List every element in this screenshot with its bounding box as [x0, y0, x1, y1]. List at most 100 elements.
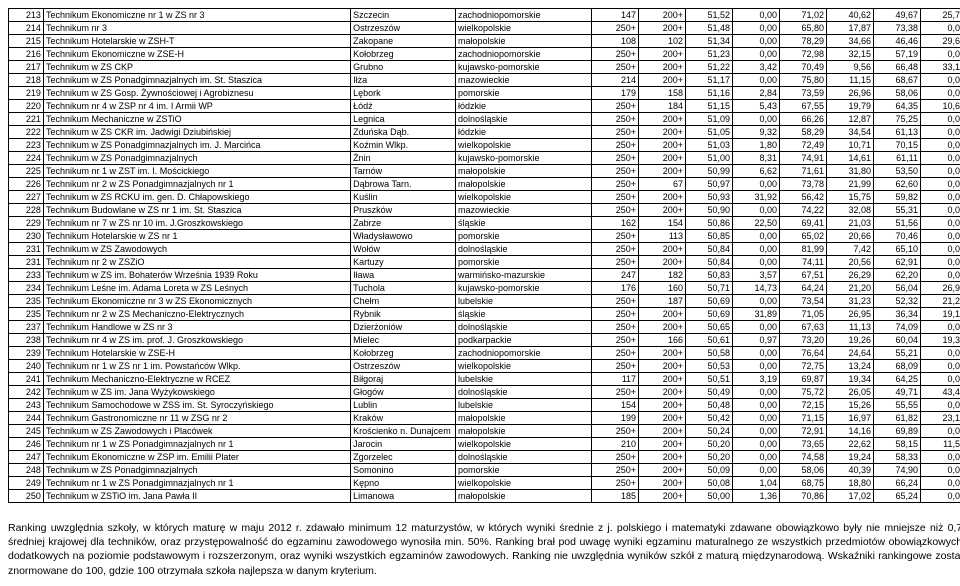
table-cell: łódzkie [455, 100, 591, 113]
table-cell: małopolskie [455, 178, 591, 191]
table-cell: 117 [592, 373, 639, 386]
table-cell: 61,82 [873, 412, 920, 425]
table-cell: 225 [9, 165, 44, 178]
table-cell: 162 [592, 217, 639, 230]
table-cell: 0,00 [920, 178, 960, 191]
table-row: 222Technikum w ZS CKR im. Jadwigi Dziubi… [9, 126, 960, 139]
table-cell: 214 [9, 22, 44, 35]
table-cell: 64,25 [873, 373, 920, 386]
table-cell: Ostrzeszów [351, 22, 456, 35]
table-cell: 228 [9, 204, 44, 217]
table-cell: 200+ [639, 490, 686, 503]
table-cell: kujawsko-pomorskie [455, 152, 591, 165]
table-cell: 61,13 [873, 126, 920, 139]
table-cell: 200+ [639, 386, 686, 399]
table-cell: 231 [9, 256, 44, 269]
table-cell: 200+ [639, 412, 686, 425]
table-cell: Technikum w ZS Ponadgimnazjalnych [43, 464, 350, 477]
table-cell: zachodniopomorskie [455, 347, 591, 360]
table-cell: Technikum Gastronomiczne nr 11 w ZSG nr … [43, 412, 350, 425]
table-cell: 200+ [639, 48, 686, 61]
table-cell: Technikum w ZS Gosp. Żywnościowej i Agro… [43, 87, 350, 100]
table-cell: 50,86 [686, 217, 733, 230]
table-row: 213Technikum Ekonomiczne nr 1 w ZS nr 3S… [9, 9, 960, 22]
table-cell: mazowieckie [455, 204, 591, 217]
table-cell: Technikum Hotelarskie w ZSE-H [43, 347, 350, 360]
table-cell: Żnin [351, 152, 456, 165]
table-cell: 34,54 [827, 126, 874, 139]
table-cell: Technikum nr 2 w ZS Ponadgimnazjalnych n… [43, 178, 350, 191]
table-cell: 0,00 [733, 9, 780, 22]
table-cell: mazowieckie [455, 74, 591, 87]
table-row: 229Technikum nr 7 w ZS nr 10 im. J.Grosz… [9, 217, 960, 230]
table-cell: 234 [9, 282, 44, 295]
table-cell: 250+ [592, 230, 639, 243]
table-cell: 200+ [639, 373, 686, 386]
table-cell: 224 [9, 152, 44, 165]
table-cell: 55,55 [873, 399, 920, 412]
table-cell: 22,62 [827, 438, 874, 451]
table-cell: 213 [9, 9, 44, 22]
table-row: 247Technikum Ekonomiczne w ZSP im. Emili… [9, 451, 960, 464]
table-cell: 158 [639, 87, 686, 100]
table-cell: 58,06 [780, 464, 827, 477]
table-row: 231Technikum nr 2 w ZSZiOKartuzypomorski… [9, 256, 960, 269]
table-cell: lubelskie [455, 295, 591, 308]
table-cell: 1,80 [733, 139, 780, 152]
table-cell: Łódź [351, 100, 456, 113]
table-row: 238Technikum nr 4 w ZS im. prof. J. Gros… [9, 334, 960, 347]
table-cell: 230 [9, 230, 44, 243]
table-cell: 0,00 [733, 412, 780, 425]
table-cell: 50,51 [686, 373, 733, 386]
table-cell: Technikum nr 1 w ZS nr 1 im. Powstańców … [43, 360, 350, 373]
table-cell: 0,00 [733, 451, 780, 464]
table-cell: małopolskie [455, 490, 591, 503]
table-cell: warmińsko-mazurskie [455, 269, 591, 282]
table-cell: 73,65 [780, 438, 827, 451]
table-cell: 72,91 [780, 425, 827, 438]
table-cell: 16,97 [827, 412, 874, 425]
table-cell: 0,00 [920, 360, 960, 373]
table-row: 249Technikum nr 1 w ZS Ponadgimnazjalnyc… [9, 477, 960, 490]
table-cell: Grubno [351, 61, 456, 74]
table-row: 214Technikum nr 3Ostrzeszówwielkopolskie… [9, 22, 960, 35]
table-cell: 250+ [592, 152, 639, 165]
table-cell: 33,19 [920, 61, 960, 74]
table-cell: Koźmin Wlkp. [351, 139, 456, 152]
table-cell: 71,61 [780, 165, 827, 178]
table-cell: 2,84 [733, 87, 780, 100]
table-cell: 0,00 [920, 490, 960, 503]
table-cell: 0,00 [920, 269, 960, 282]
table-cell: Technikum Mechaniczne w ZSTiO [43, 113, 350, 126]
table-cell: 247 [592, 269, 639, 282]
table-cell: Technikum w ZS Zawodowych i Placówek [43, 425, 350, 438]
table-cell: 56,04 [873, 282, 920, 295]
table-cell: wielkopolskie [455, 477, 591, 490]
table-cell: małopolskie [455, 412, 591, 425]
table-cell: 46,46 [873, 35, 920, 48]
table-cell: 51,03 [686, 139, 733, 152]
table-cell: 23,16 [920, 412, 960, 425]
table-cell: 0,00 [733, 243, 780, 256]
table-cell: 71,15 [780, 412, 827, 425]
table-cell: 40,39 [827, 464, 874, 477]
table-cell: Technikum Budowlane w ZS nr 1 im. St. St… [43, 204, 350, 217]
table-cell: 11,15 [827, 74, 874, 87]
table-row: 248Technikum w ZS PonadgimnazjalnychSomo… [9, 464, 960, 477]
table-cell: 3,57 [733, 269, 780, 282]
table-cell: Technikum Ekonomiczne nr 1 w ZS nr 3 [43, 9, 350, 22]
table-cell: 10,69 [920, 100, 960, 113]
table-cell: 53,50 [873, 165, 920, 178]
table-cell: 17,87 [827, 22, 874, 35]
table-cell: 0,00 [733, 386, 780, 399]
table-cell: 0,00 [920, 399, 960, 412]
table-cell: 73,78 [780, 178, 827, 191]
table-cell: 73,38 [873, 22, 920, 35]
table-cell: 250+ [592, 243, 639, 256]
table-cell: 250+ [592, 321, 639, 334]
table-cell: Technikum Hotelarskie w ZSH-T [43, 35, 350, 48]
table-cell: 19,24 [827, 451, 874, 464]
table-cell: 51,16 [686, 87, 733, 100]
table-cell: Tuchola [351, 282, 456, 295]
table-cell: 6,62 [733, 165, 780, 178]
